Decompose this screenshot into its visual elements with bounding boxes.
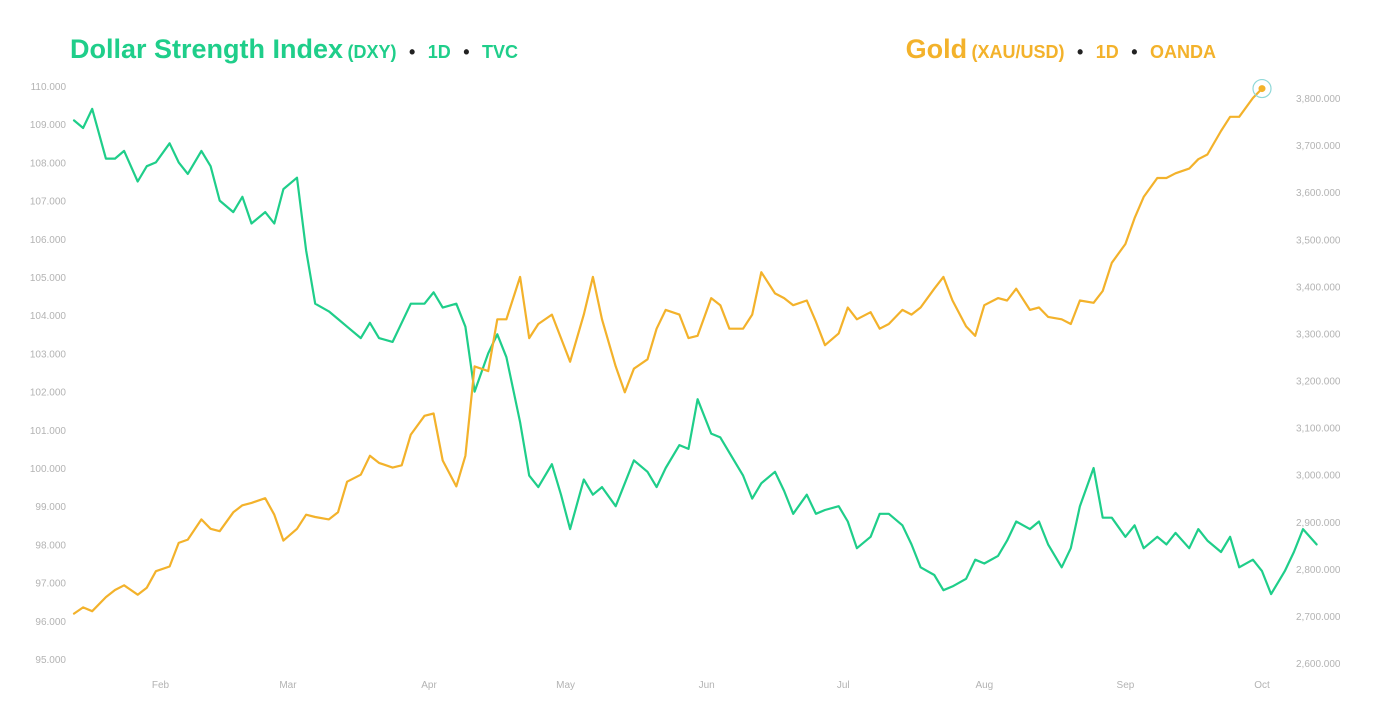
y-left-tick-label: 105.000 [30, 273, 67, 284]
series-layer [72, 78, 1318, 615]
y-left-tick-label: 109.000 [30, 120, 67, 131]
y-left-tick-label: 97.000 [35, 579, 66, 590]
y-right-tick-label: 3,400.000 [1296, 282, 1341, 293]
gold-last-point-ring [1252, 78, 1272, 99]
y-left-tick-label: 107.000 [30, 197, 67, 208]
legend-gold-symbol: (XAU/USD) [971, 42, 1065, 62]
x-tick-label: Oct [1254, 680, 1270, 691]
x-tick-label: Aug [975, 680, 993, 691]
y-right-tick-label: 2,600.000 [1296, 659, 1341, 670]
legend-dxy-symbol: (DXY) [347, 42, 397, 62]
y-left-tick-label: 99.000 [35, 502, 66, 513]
y-right-tick-label: 2,900.000 [1296, 518, 1341, 529]
legend-dxy: Dollar Strength Index (DXY) • 1D • TVC [70, 34, 518, 65]
legend-dxy-source: TVC [481, 42, 518, 62]
y-left-tick-label: 98.000 [35, 540, 66, 551]
y-left-tick-label: 106.000 [30, 235, 67, 246]
legend-dxy-interval: 1D [427, 42, 451, 62]
x-tick-label: Feb [152, 680, 170, 691]
y-right-tick-label: 3,200.000 [1296, 377, 1341, 388]
x-tick-label: Apr [421, 680, 437, 691]
y-left-tick-label: 96.000 [35, 617, 66, 628]
legend-gold-source: OANDA [1150, 42, 1216, 62]
y-right-tick-label: 3,800.000 [1296, 94, 1341, 105]
y-left-tick-label: 110.000 [31, 82, 67, 93]
y-left-tick-label: 95.000 [35, 655, 66, 666]
y-left-tick-label: 103.000 [30, 349, 67, 360]
y-right-tick-label: 3,100.000 [1296, 424, 1341, 435]
legend-separator: • [1077, 42, 1084, 62]
y-left-tick-label: 104.000 [30, 311, 67, 322]
legend-separator: • [463, 42, 470, 62]
y-right-tick-label: 3,500.000 [1296, 235, 1341, 246]
legend-gold: Gold (XAU/USD) • 1D • OANDA [906, 34, 1216, 65]
y-left-tick-label: 102.000 [30, 388, 67, 399]
legend-gold-name: Gold [905, 34, 968, 64]
gold-series-line [72, 87, 1264, 615]
x-tick-label: Mar [279, 680, 297, 691]
y-axis-left: 95.000 96.000 97.000 98.000 99.000 100.000 101… [30, 82, 67, 666]
y-right-tick-label: 2,800.000 [1296, 565, 1341, 576]
x-tick-label: May [556, 680, 575, 691]
x-axis: Feb Mar Apr May Jun Jul Aug Sep Oct [152, 680, 1270, 691]
x-tick-label: Sep [1117, 680, 1135, 691]
x-tick-label: Jun [699, 680, 715, 691]
y-right-tick-label: 3,300.000 [1296, 329, 1341, 340]
y-left-tick-label: 100.000 [30, 464, 67, 475]
y-right-tick-label: 3,000.000 [1296, 471, 1341, 482]
x-tick-label: Jul [837, 680, 850, 691]
legend-separator: • [408, 42, 416, 62]
y-axis-right: 2,600.000 2,700.000 2,800.000 2,900.000 3,00… [1296, 94, 1341, 670]
gold-last-point [1258, 85, 1266, 93]
y-right-tick-label: 3,600.000 [1296, 188, 1341, 199]
legend-separator: • [1131, 42, 1138, 62]
dxy-series-line [72, 107, 1318, 596]
y-right-tick-label: 3,700.000 [1296, 141, 1341, 152]
legend-gold-interval: 1D [1095, 42, 1119, 62]
y-left-tick-label: 101.000 [30, 426, 67, 437]
y-left-tick-label: 108.000 [30, 158, 67, 169]
legend-dxy-name: Dollar Strength Index [70, 34, 344, 64]
y-right-tick-label: 2,700.000 [1296, 612, 1341, 623]
